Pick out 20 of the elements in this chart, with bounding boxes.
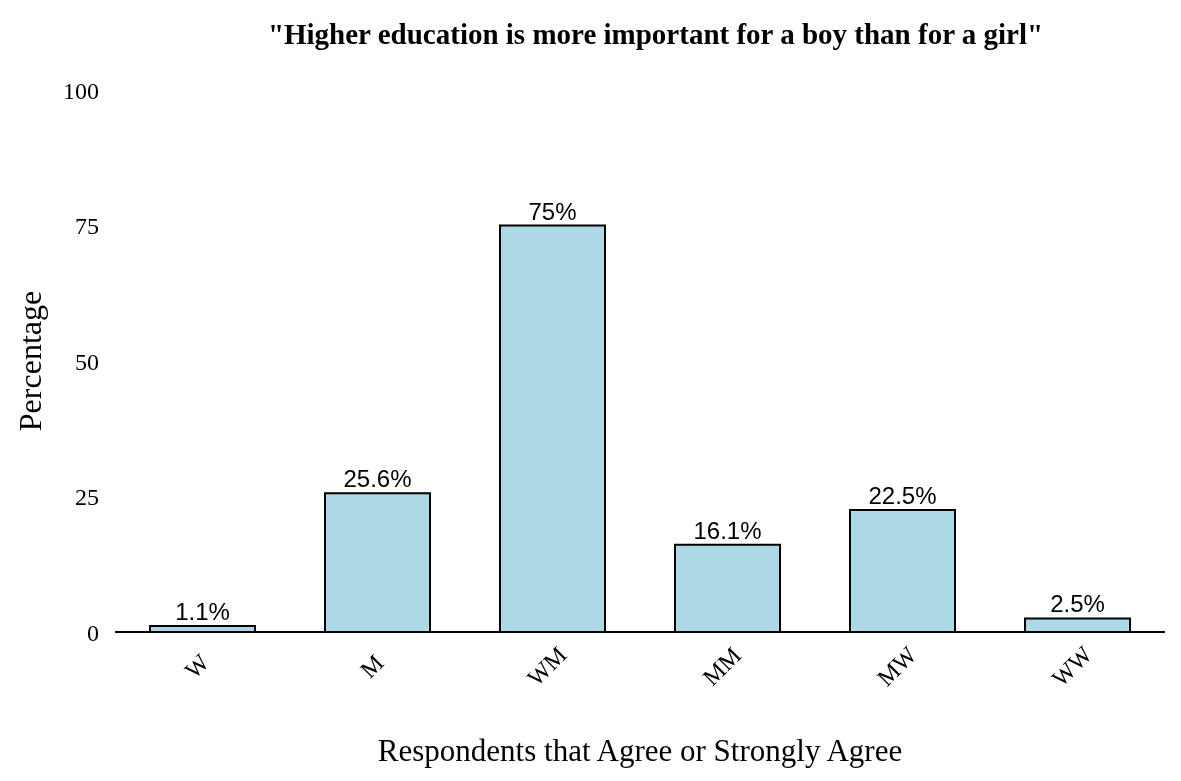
- y-tick-label: 25: [75, 484, 99, 511]
- data-label: 2.5%: [1050, 590, 1105, 618]
- x-axis-title: Respondents that Agree or Strongly Agree: [377, 733, 903, 768]
- data-label: 16.1%: [693, 516, 762, 544]
- y-tick-label: 75: [75, 213, 99, 240]
- chart-title: "Higher education is more important for a boy than for a girl": [266, 17, 1045, 52]
- x-tick-label: WM: [522, 641, 572, 692]
- y-tick-label: 50: [75, 348, 99, 375]
- data-label: 75%: [528, 197, 577, 225]
- y-axis-title: Percentage: [12, 290, 49, 432]
- data-label: 1.1%: [175, 598, 230, 626]
- y-tick-label: 0: [87, 619, 99, 646]
- data-label: 25.6%: [343, 465, 412, 493]
- x-tick-label: MW: [872, 641, 922, 692]
- data-label: 22.5%: [868, 482, 937, 510]
- y-tick-label: 100: [63, 77, 99, 104]
- x-tick-label: W: [179, 648, 215, 684]
- x-tick-label: WW: [1046, 640, 1098, 692]
- x-tick-label: M: [355, 649, 389, 684]
- x-tick-label: MM: [697, 642, 747, 691]
